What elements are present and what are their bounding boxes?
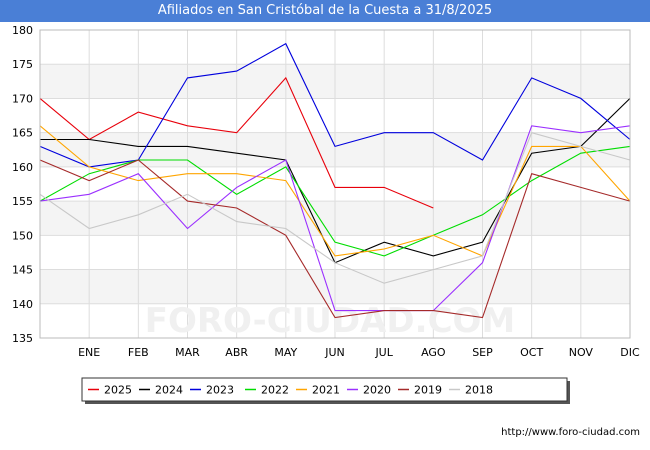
chart-title: Afiliados en San Cristóbal de la Cuesta … bbox=[0, 0, 650, 22]
axes bbox=[39, 29, 631, 339]
footer-url: http://www.foro-ciudad.com bbox=[501, 427, 640, 438]
x-tick-label: ABR bbox=[225, 346, 248, 359]
y-tick-label: 175 bbox=[12, 58, 33, 71]
x-tick-label: DIC bbox=[620, 346, 640, 359]
series-line-2025 bbox=[39, 76, 434, 209]
y-tick-label: 135 bbox=[12, 332, 33, 345]
line-chart: FORO-CIUDAD.COM 135 140 145 150 155 160 165 170… bbox=[12, 24, 640, 404]
series-line-2020 bbox=[39, 125, 631, 312]
legend: 2025 2024 2023 2022 2021 2020 2019 2018 bbox=[81, 377, 570, 404]
x-axis-labels: ENE FEB MAR ABR MAY JUN JUL AGO SEP OCT NOV DIC bbox=[78, 346, 640, 359]
x-tick-label: JUL bbox=[374, 346, 393, 359]
x-tick-label: OCT bbox=[520, 346, 543, 359]
y-axis-labels: 135 140 145 150 155 160 165 170 175 180 bbox=[12, 24, 33, 345]
x-tick-label: ENE bbox=[78, 346, 100, 359]
grid-lines bbox=[40, 29, 630, 339]
legend-box bbox=[81, 377, 568, 402]
x-tick-label: MAY bbox=[274, 346, 297, 359]
legend-label-2023: 2023 bbox=[206, 384, 234, 397]
series-line-2021 bbox=[39, 125, 631, 257]
y-tick-label: 180 bbox=[12, 24, 33, 37]
legend-label-2020: 2020 bbox=[363, 384, 391, 397]
series-group bbox=[39, 42, 631, 319]
x-tick-label: NOV bbox=[569, 346, 594, 359]
y-tick-label: 160 bbox=[12, 161, 33, 174]
x-tick-label: FEB bbox=[128, 346, 149, 359]
legend-label-2019: 2019 bbox=[414, 384, 442, 397]
x-tick-label: MAR bbox=[175, 346, 200, 359]
y-tick-label: 170 bbox=[12, 92, 33, 105]
legend-label-2025: 2025 bbox=[104, 384, 132, 397]
y-tick-label: 155 bbox=[12, 195, 33, 208]
series-line-2018 bbox=[39, 132, 631, 284]
y-tick-label: 150 bbox=[12, 229, 33, 242]
watermark: FORO-CIUDAD.COM bbox=[145, 301, 516, 341]
x-tick-label: JUN bbox=[324, 346, 345, 359]
legend-label-2022: 2022 bbox=[261, 384, 289, 397]
y-tick-label: 145 bbox=[12, 264, 33, 277]
legend-label-2024: 2024 bbox=[155, 384, 183, 397]
x-tick-label: SEP bbox=[472, 346, 493, 359]
x-tick-label: AGO bbox=[421, 346, 446, 359]
y-tick-label: 165 bbox=[12, 127, 33, 140]
legend-label-2021: 2021 bbox=[312, 384, 340, 397]
plot-border bbox=[39, 29, 631, 339]
legend-label-2018: 2018 bbox=[465, 384, 493, 397]
y-tick-label: 140 bbox=[12, 298, 33, 311]
series-line-2019 bbox=[39, 159, 631, 319]
